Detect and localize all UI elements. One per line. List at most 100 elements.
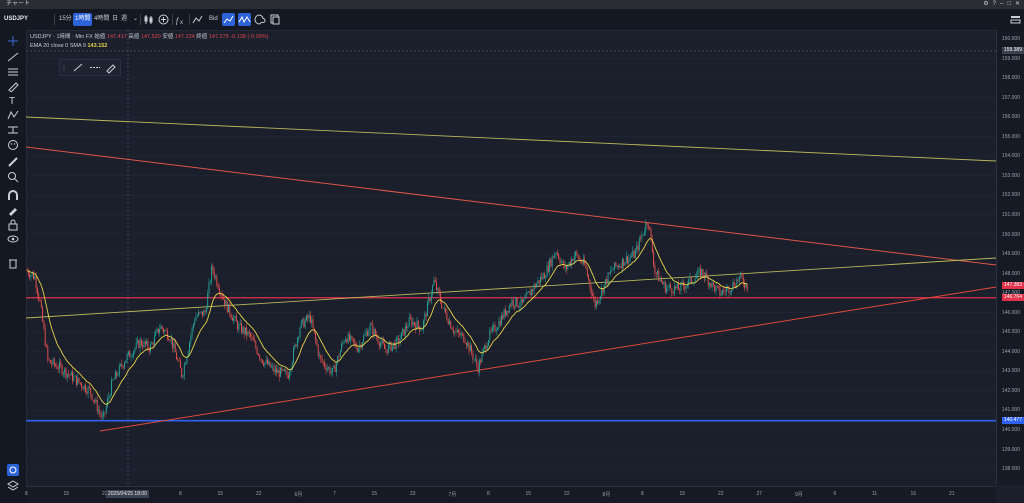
- maximize-icon[interactable]: □: [1007, 1, 1011, 7]
- price-chart[interactable]: [26, 30, 1024, 503]
- pencil-icon[interactable]: [6, 79, 20, 93]
- timeframe-day[interactable]: 日: [112, 16, 119, 22]
- candle-body: [31, 273, 33, 275]
- magnet-icon[interactable]: [6, 189, 20, 201]
- candle-body: [81, 383, 83, 388]
- candle-body: [359, 344, 361, 349]
- candle-body: [146, 340, 148, 345]
- line-tool-icon[interactable]: [73, 63, 83, 72]
- add-indicator-icon[interactable]: [157, 13, 170, 26]
- edit-icon[interactable]: [106, 64, 116, 74]
- price-type-bid[interactable]: Bid: [209, 16, 218, 22]
- trendline-icon[interactable]: [6, 50, 20, 62]
- candle-body: [599, 296, 601, 300]
- candle-body: [572, 258, 574, 262]
- candle-body: [202, 311, 203, 317]
- candle-body: [679, 289, 681, 291]
- layout-menu-icon[interactable]: [1009, 13, 1022, 26]
- candle-body: [542, 273, 544, 279]
- candle-body: [92, 399, 94, 401]
- candle-body: [329, 367, 331, 374]
- candle-body: [651, 238, 653, 253]
- timeframe-dropdown-icon[interactable]: ⌄: [133, 16, 139, 22]
- candle-body: [126, 354, 128, 361]
- text-icon[interactable]: T: [6, 93, 20, 107]
- candle-body: [226, 300, 228, 313]
- minimize-icon[interactable]: –: [1000, 1, 1004, 7]
- candle-body: [485, 345, 487, 350]
- candle-body: [30, 274, 32, 278]
- candle-body: [88, 386, 90, 389]
- wave-chart-icon[interactable]: [238, 13, 251, 26]
- price-scale[interactable]: [996, 30, 1024, 485]
- settings-icon[interactable]: ⚙: [983, 1, 989, 7]
- zoom-icon[interactable]: [6, 170, 20, 183]
- candle-body: [646, 223, 648, 226]
- timeframe-1h[interactable]: 1時間: [73, 13, 93, 26]
- candle-body: [397, 337, 398, 339]
- draw-mode-icon[interactable]: [6, 204, 20, 216]
- visibility-icon[interactable]: [6, 232, 20, 244]
- candle-body: [64, 368, 66, 374]
- candle-body: [129, 351, 131, 358]
- candle-body: [150, 344, 151, 352]
- horizontal-lines-icon[interactable]: [6, 65, 20, 77]
- emoji-icon[interactable]: [6, 138, 20, 150]
- candle-body: [598, 299, 600, 304]
- candle-body: [361, 342, 363, 348]
- ruler-icon[interactable]: [6, 155, 20, 167]
- candle-body: [107, 398, 109, 407]
- candle-body: [455, 331, 457, 333]
- lock-icon[interactable]: [6, 218, 20, 231]
- candle-type-icon[interactable]: [142, 13, 155, 26]
- candle-body: [46, 345, 47, 347]
- candle-body: [85, 385, 86, 392]
- time-axis-label: 8月: [602, 492, 611, 498]
- help-icon[interactable]: ?: [992, 1, 996, 7]
- candle-body: [104, 412, 106, 413]
- line-chart-icon[interactable]: [222, 13, 235, 26]
- compare-icon[interactable]: [191, 13, 204, 26]
- candle-body: [289, 372, 291, 379]
- copy-layout-icon[interactable]: [268, 13, 281, 26]
- candle-body: [519, 306, 521, 308]
- candle-body: [680, 282, 682, 291]
- candle-body: [673, 286, 675, 294]
- time-axis[interactable]: 815225月815226月715237月815228月81522279月611…: [25, 486, 996, 503]
- candle-body: [59, 362, 60, 370]
- timeframe-week[interactable]: 週: [121, 16, 128, 22]
- candle-body: [579, 258, 580, 260]
- candle-body: [616, 265, 618, 267]
- candle-body: [650, 228, 652, 239]
- legend-title: USDJPY · 1時間 · Min FX: [30, 34, 93, 40]
- price-scale-label: 149.000: [1001, 251, 1020, 258]
- candle-body: [68, 373, 70, 375]
- candle-body: [675, 286, 677, 289]
- candle-body: [83, 385, 85, 390]
- candle-body: [260, 358, 262, 360]
- candle-body: [255, 341, 257, 348]
- time-axis-label: 22: [102, 491, 108, 497]
- trash-icon[interactable]: [6, 256, 20, 269]
- candle-body: [278, 370, 280, 377]
- measure-icon[interactable]: [6, 123, 20, 135]
- candle-body: [433, 280, 435, 286]
- candle-body: [731, 289, 733, 292]
- pattern-icon[interactable]: [6, 108, 20, 120]
- candle-body: [446, 312, 448, 320]
- candle-body: [707, 277, 709, 286]
- layers-icon[interactable]: [6, 478, 20, 491]
- close-icon[interactable]: ✕: [1014, 1, 1020, 7]
- palette-icon[interactable]: [253, 13, 266, 26]
- timeframe-15m[interactable]: 15分: [59, 16, 72, 22]
- symbol-selector[interactable]: USDJPY: [4, 16, 29, 22]
- candle-body: [560, 261, 562, 263]
- timeframe-4h[interactable]: 4時間: [94, 16, 110, 22]
- favorites-icon[interactable]: [6, 463, 20, 476]
- candle-body: [681, 282, 683, 284]
- candle-body: [456, 330, 458, 332]
- candle-body: [376, 335, 378, 338]
- crosshair-icon[interactable]: [6, 34, 20, 46]
- candle-body: [620, 265, 622, 269]
